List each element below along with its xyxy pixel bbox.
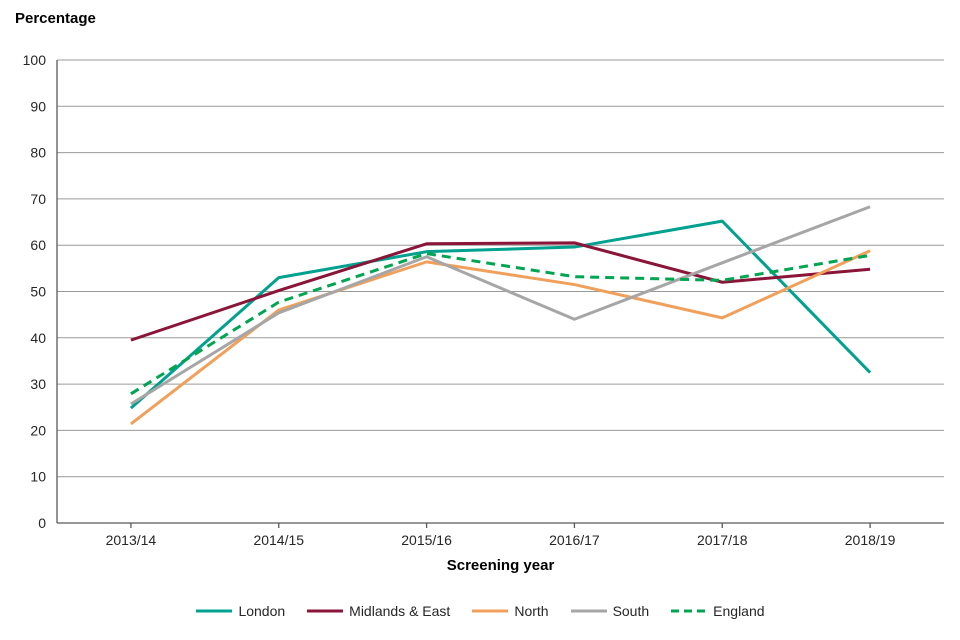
legend-swatch-south [570, 609, 607, 613]
legend-swatch-midlands-east [307, 609, 344, 613]
x-tick-label-0: 2013/14 [106, 532, 157, 548]
legend-item-england: England [670, 603, 765, 619]
x-tick-label-3: 2016/17 [549, 532, 600, 548]
legend-swatch-london [196, 609, 233, 613]
legend-item-north: North [471, 603, 549, 619]
x-tick-label-4: 2017/18 [697, 532, 748, 548]
legend-label-south: South [612, 603, 650, 619]
legend-swatch-north [472, 609, 509, 613]
series-line-south [130, 205, 871, 406]
chart-title: Percentage [15, 10, 96, 27]
x-tick-label-2: 2015/16 [401, 532, 452, 548]
y-tick-label-70: 70 [30, 191, 46, 207]
legend-item-london: London [195, 603, 285, 619]
legend-item-midlands-east: Midlands & East [306, 603, 450, 619]
legend-label-midlands-east: Midlands & East [349, 603, 451, 619]
y-tick-label-50: 50 [30, 284, 46, 300]
legend-label-england: England [713, 603, 765, 619]
y-tick-label-20: 20 [30, 422, 46, 438]
y-tick-label-80: 80 [30, 145, 46, 161]
y-tick-label-0: 0 [38, 515, 46, 531]
legend-label-london: London [238, 603, 286, 619]
legend-item-south: South [570, 603, 650, 619]
legend-swatch-england [671, 609, 708, 613]
legend: London Midlands & East North South England [0, 603, 960, 619]
series-line-midlands-east [130, 241, 871, 342]
y-tick-label-60: 60 [30, 237, 46, 253]
y-tick-label-10: 10 [30, 469, 46, 485]
x-tick-label-1: 2014/15 [253, 532, 304, 548]
y-tick-label-90: 90 [30, 98, 46, 114]
y-tick-label-40: 40 [30, 330, 46, 346]
y-tick-label-30: 30 [30, 376, 46, 392]
x-tick-label-5: 2018/19 [845, 532, 896, 548]
series-line-england [130, 252, 871, 396]
x-axis-title: Screening year [446, 557, 555, 574]
legend-label-north: North [514, 603, 549, 619]
y-tick-label-100: 100 [23, 52, 47, 68]
